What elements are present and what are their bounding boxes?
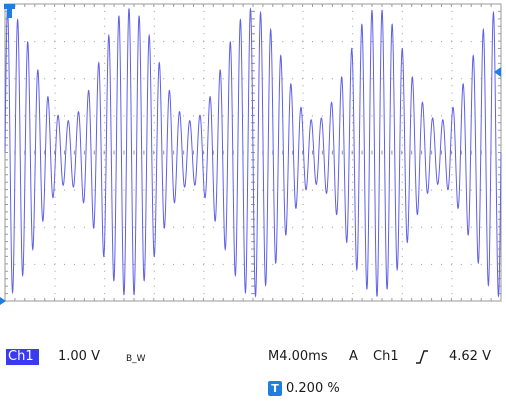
ch1-waveform-trace bbox=[4, 7, 502, 298]
trigger-level-marker bbox=[494, 67, 501, 77]
trigger-source: Ch1 bbox=[373, 349, 399, 364]
channel-badge: Ch1 bbox=[6, 349, 39, 365]
trigger-mode: A bbox=[349, 349, 358, 364]
trigger-position-marker bbox=[4, 4, 15, 18]
trigger-position-icon: T bbox=[268, 381, 282, 396]
trigger-position-readout: 0.200 % bbox=[286, 381, 340, 396]
volts-per-div: 1.00 V bbox=[58, 349, 100, 364]
trigger-level: 4.62 V bbox=[449, 349, 491, 364]
rising-edge-icon bbox=[416, 350, 428, 364]
ch1-ground-marker bbox=[0, 297, 6, 305]
timebase-readout: M4.00ms bbox=[268, 349, 328, 364]
bandwidth-limit-indicator: B_W bbox=[126, 354, 146, 364]
